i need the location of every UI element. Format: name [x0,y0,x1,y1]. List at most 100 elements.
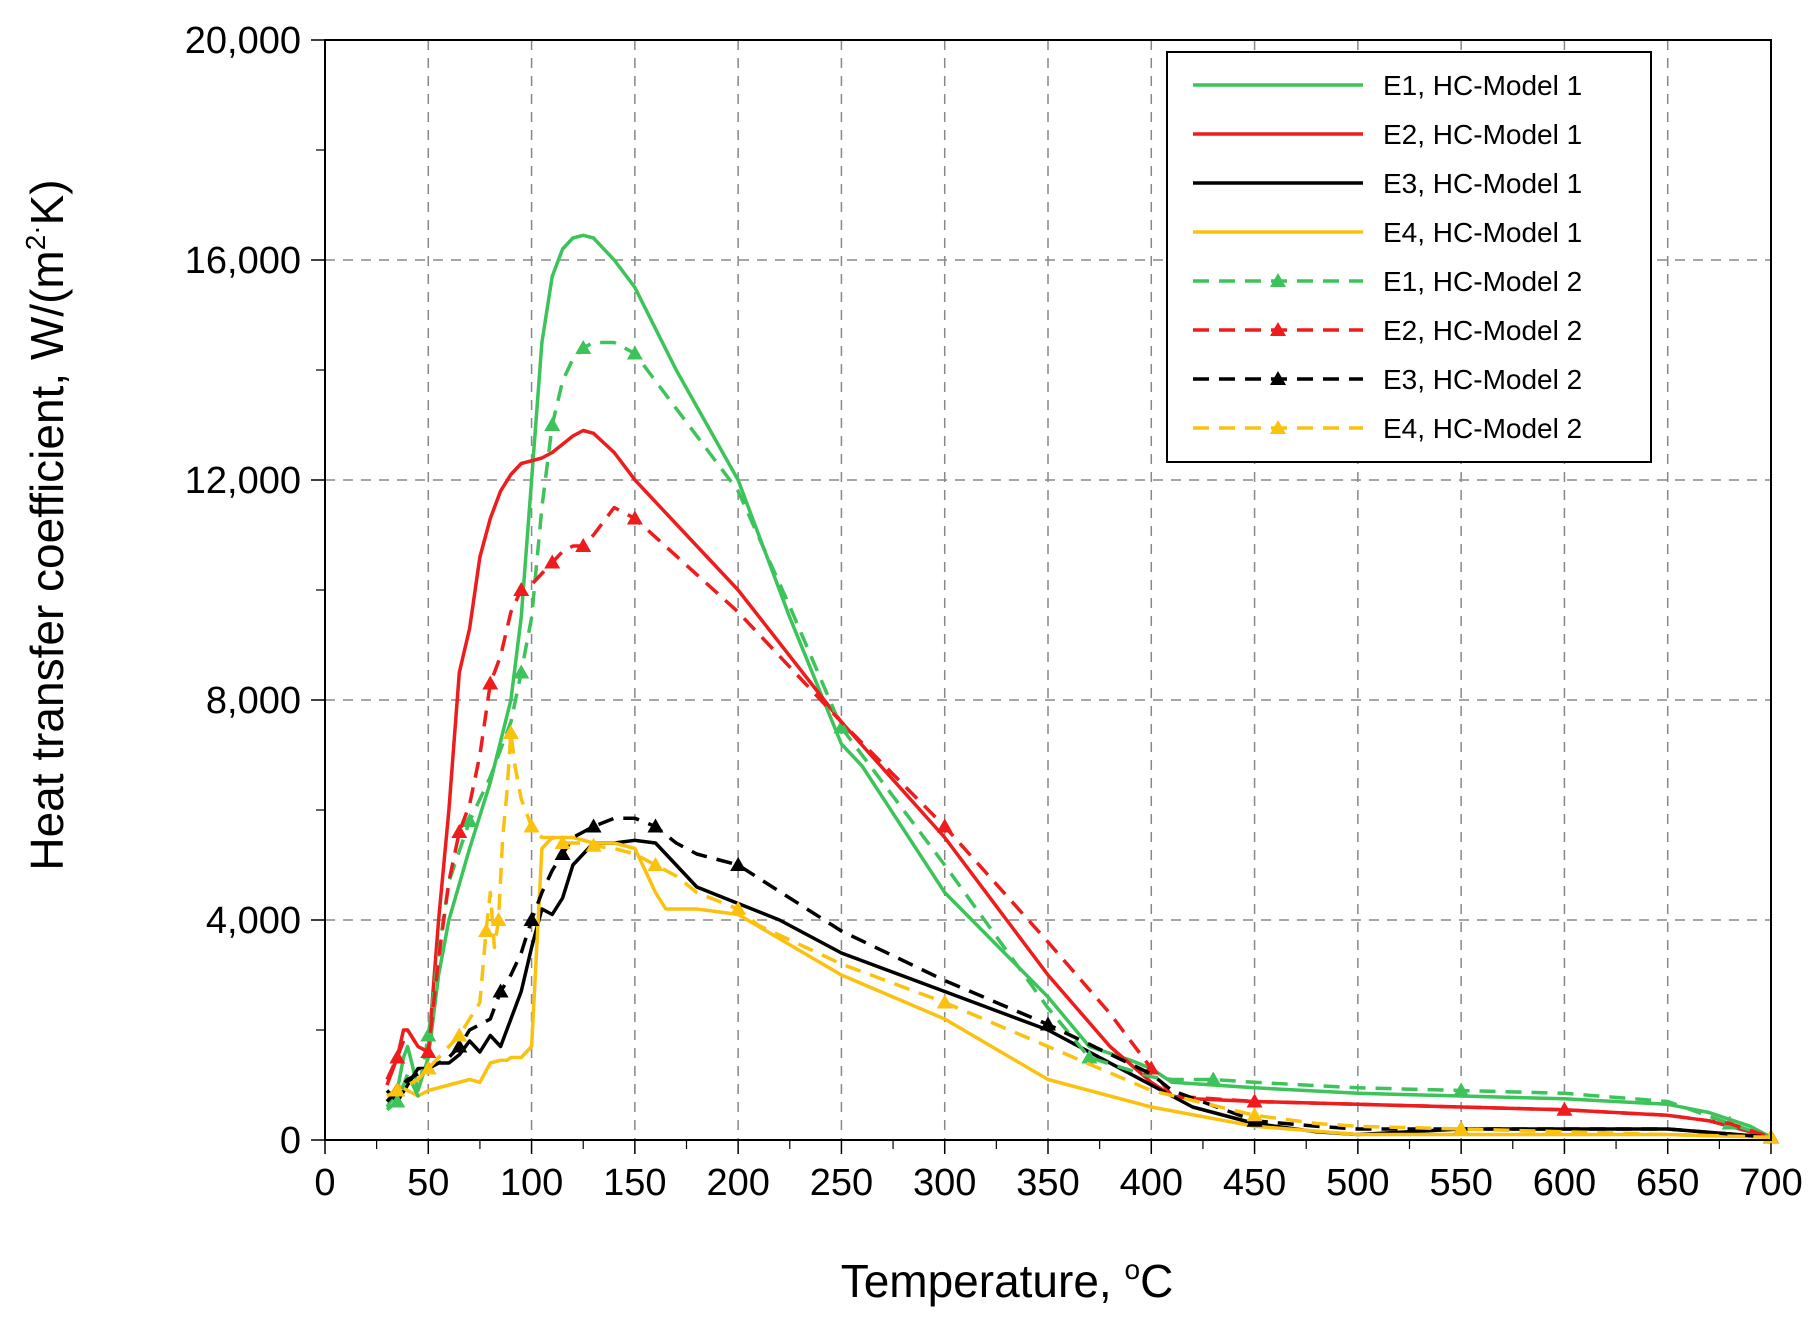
y-tick-label: 0 [280,1120,301,1162]
y-tick-label: 4,000 [206,900,301,942]
x-tick-label: 550 [1429,1162,1492,1204]
x-axis-title: Temperature, oC [841,1254,1174,1307]
series-marker [1081,1049,1098,1064]
series-marker [490,912,507,926]
x-tick-label: 450 [1223,1162,1286,1204]
series-marker [389,1049,406,1064]
plot-frame [324,39,1772,1141]
series-marker [833,719,850,734]
series-marker [1556,1101,1573,1116]
y-axis-title: Heat transfer coefficient, W/(m2·K) [20,179,73,870]
series-marker [626,510,643,525]
series-line [385,505,1772,1139]
x-tick-label: 0 [314,1162,335,1204]
legend-label: E3, HC-Model 2 [1383,364,1582,395]
legend-item: E1, HC-Model 1 [1193,70,1582,101]
x-tick-label: 150 [603,1162,666,1204]
legend-item: E3, HC-Model 2 [1193,364,1582,395]
legend-marker [1270,273,1286,287]
series-marker [575,538,592,552]
legend-item: E4, HC-Model 1 [1193,217,1582,248]
series-marker [1453,1121,1470,1135]
series-line [385,835,1772,1140]
x-tick-label: 300 [913,1162,976,1204]
y-tick-labels: 0 4,000 8,000 12,000 16,000 20,000 [185,20,301,1162]
series-marker [451,824,468,838]
series-marker [513,582,530,596]
series-line [385,428,1772,1139]
series-marker [544,554,561,569]
x-tick-label: 600 [1533,1162,1596,1204]
series-marker [461,813,478,827]
legend-label: E2, HC-Model 1 [1383,119,1582,150]
series-marker [1205,1071,1222,1086]
series-marker [389,1093,406,1108]
series-marker [730,901,747,915]
series-8 [386,725,1779,1144]
series-marker [389,1082,406,1097]
series-marker [451,1038,468,1053]
legend-marker [1270,371,1286,385]
series-marker [936,994,953,1009]
series-marker [647,818,664,833]
series-marker [1453,1082,1470,1097]
legend-item: E1, HC-Model 2 [1193,266,1582,297]
series-4 [385,835,1772,1140]
series-marker [420,1060,437,1075]
series-marker [502,725,519,739]
x-tick-label: 700 [1739,1162,1802,1204]
legend-marker [1270,420,1286,434]
series-marker [478,923,495,937]
series-2 [385,428,1772,1139]
series-marker [451,1027,468,1042]
x-tick-label: 350 [1016,1162,1079,1204]
series-marker [482,675,499,690]
series-marker [544,417,561,431]
legend-item: E3, HC-Model 1 [1193,168,1582,199]
series-marker [420,1044,437,1058]
y-tick-label: 20,000 [185,20,301,62]
x-tick-label: 200 [706,1162,769,1204]
legend-label: E1, HC-Model 2 [1383,266,1582,297]
legend-label: E4, HC-Model 1 [1383,217,1582,248]
series-6 [385,505,1779,1144]
x-tick-label: 100 [500,1162,563,1204]
legend-item: E2, HC-Model 1 [1193,119,1582,150]
legend: E1, HC-Model 1 E2, HC-Model 1 E3, HC-Model… [1166,51,1652,463]
legend-label: E2, HC-Model 2 [1383,315,1582,346]
series-marker [523,818,540,833]
y-tick-label: 8,000 [206,680,301,722]
series-line [386,731,1772,1140]
series-marker [1246,1093,1263,1108]
series-marker [1040,1016,1056,1031]
legend-label: E3, HC-Model 1 [1383,168,1582,199]
series-marker [647,857,664,871]
series-marker [523,912,540,926]
series-marker [575,340,592,354]
x-tick-label: 250 [810,1162,873,1204]
series-marker [585,837,602,852]
series-marker [626,345,643,360]
legend-box [1166,51,1652,463]
series-marker [492,983,509,998]
series-marker [936,818,953,833]
x-tick-label: 50 [407,1162,449,1204]
y-tick-label: 12,000 [185,460,301,502]
x-tick-label: 650 [1636,1162,1699,1204]
legend-item: E4, HC-Model 2 [1193,413,1582,444]
series-marker [554,835,571,849]
legend-item: E2, HC-Model 2 [1193,315,1582,346]
series-marker [554,846,571,860]
legend-label: E4, HC-Model 2 [1383,413,1582,444]
legend-marker [1270,322,1286,336]
y-tick-label: 16,000 [185,240,301,282]
series-layer [385,233,1779,1144]
x-tick-label: 500 [1326,1162,1389,1204]
series-marker [1246,1107,1263,1122]
series-marker [420,1027,437,1042]
x-tick-label: 400 [1120,1162,1183,1204]
x-tick-labels: 0 50 100 150 200 250 300 350 400 450 500 550 600 650 7… [314,1162,1802,1204]
series-marker [730,857,747,871]
series-marker [585,818,602,833]
